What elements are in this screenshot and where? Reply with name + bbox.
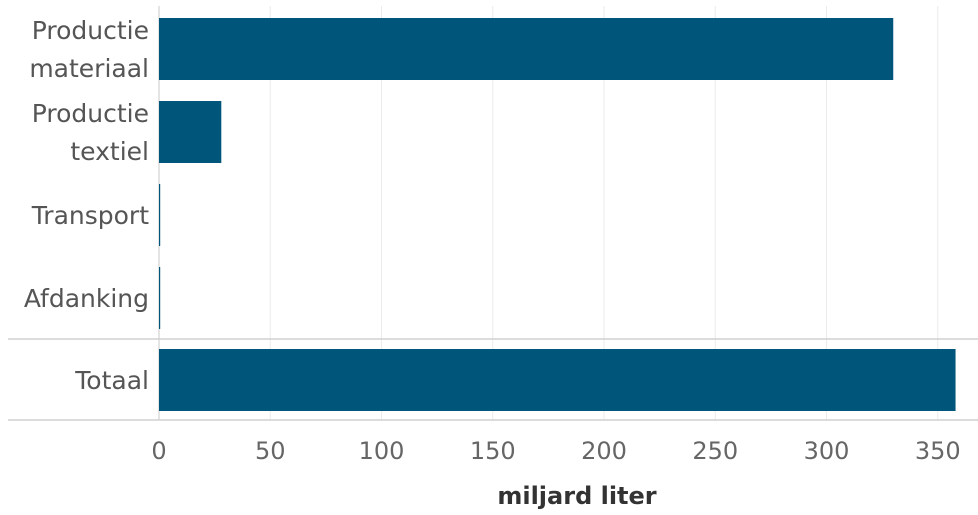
category-label: Afdanking bbox=[24, 284, 149, 313]
x-tick-label: 350 bbox=[915, 437, 961, 465]
x-tick-label: 200 bbox=[581, 437, 627, 465]
x-tick-label: 250 bbox=[692, 437, 738, 465]
category-label: Totaal bbox=[74, 366, 149, 395]
x-tick-label: 300 bbox=[804, 437, 850, 465]
x-tick-label: 50 bbox=[255, 437, 286, 465]
x-axis-title: miljard liter bbox=[497, 482, 656, 510]
bar bbox=[159, 349, 956, 411]
category-label: Transport bbox=[31, 201, 150, 230]
x-tick-label: 100 bbox=[359, 437, 405, 465]
bar bbox=[159, 184, 161, 246]
category-label: Productie textiel bbox=[32, 99, 149, 166]
bars bbox=[159, 18, 956, 411]
bar bbox=[159, 267, 161, 329]
bar bbox=[159, 101, 222, 163]
category-label: Productie materiaal bbox=[29, 16, 149, 83]
x-tick-label: 150 bbox=[470, 437, 516, 465]
x-axis-ticks: 0 50 100 150 200 250 300 350 bbox=[151, 437, 960, 465]
x-tick-label: 0 bbox=[151, 437, 166, 465]
category-labels: Productie materiaal Productie textiel Transp… bbox=[24, 16, 149, 395]
bar bbox=[159, 18, 894, 80]
